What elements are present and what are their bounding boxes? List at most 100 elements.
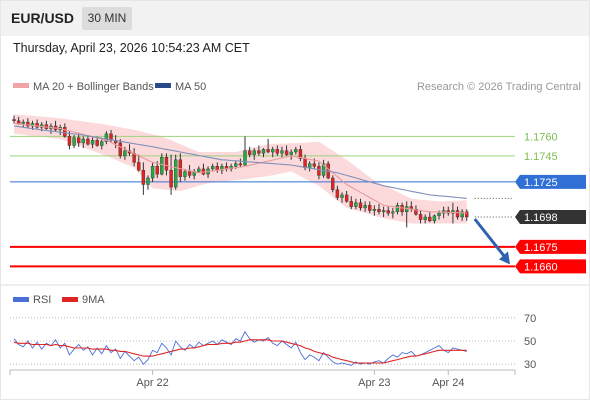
candle-body (238, 163, 243, 166)
candle-body (257, 150, 261, 154)
candle-body (381, 210, 386, 212)
bollinger-layer (14, 114, 467, 224)
candle-body (150, 166, 155, 179)
candle-body (386, 210, 390, 214)
candle (266, 139, 270, 154)
candle-body (395, 205, 400, 213)
candle (451, 202, 455, 224)
resistance-tag: 1.1760 (524, 131, 558, 143)
candle-body (187, 171, 192, 176)
candle (428, 211, 432, 223)
candle-body (26, 121, 30, 127)
rsi-tick-label: 70 (524, 313, 536, 325)
candle (358, 198, 363, 211)
credit-label: Research © 2026 Trading Central (417, 81, 581, 93)
candle-body (284, 150, 289, 155)
candle-body (349, 201, 353, 207)
support-tag: 1.1675 (515, 239, 586, 254)
last-tag-bg (515, 210, 586, 224)
candle-body (307, 163, 312, 168)
candle-body (344, 194, 349, 202)
last-tag: 1.1698 (515, 210, 586, 224)
ma50-legend-label: MA 50 (175, 81, 206, 93)
candle-body (428, 216, 432, 222)
candle (137, 154, 141, 172)
candle-body (354, 202, 358, 207)
candle-body (21, 121, 25, 124)
candle (210, 163, 215, 172)
candle (280, 146, 284, 158)
candle-body (220, 166, 224, 171)
header-bar: EUR/USD 30 MIN (0, 0, 590, 36)
candle-body (155, 166, 159, 175)
rsi-tick-label: 30 (524, 359, 536, 371)
candle-body (16, 120, 21, 124)
candle-body (164, 156, 169, 171)
candle-body (391, 211, 395, 214)
candle-body (252, 150, 256, 155)
candle (335, 185, 340, 201)
candle-body (432, 215, 437, 222)
support-tag-bg (515, 239, 586, 254)
candle-body (465, 211, 469, 218)
candle (141, 162, 146, 195)
support-price-label: 1.1660 (524, 261, 558, 273)
candle (377, 204, 381, 215)
candle (81, 136, 86, 149)
ma50-legend-swatch (155, 83, 171, 88)
candle (63, 123, 67, 138)
candle (150, 162, 155, 182)
candle-body (118, 142, 122, 157)
candle-body (234, 163, 238, 167)
candle-body (340, 194, 344, 198)
candle-body (335, 189, 340, 198)
candle-body (368, 205, 372, 211)
candles-layer (12, 115, 469, 228)
candle-body (312, 163, 316, 167)
candle (423, 214, 427, 224)
candle (271, 146, 275, 158)
moving-average-layer (13, 122, 512, 265)
pivot-tag-bg (515, 174, 586, 189)
candle-body (372, 208, 377, 211)
candle (418, 210, 423, 224)
candle-body (90, 140, 95, 145)
candle (72, 135, 76, 149)
candle-body (243, 150, 247, 166)
datetime-label: Thursday, April 23, 2026 10:54:23 AM CET (13, 41, 250, 55)
candle-body (183, 171, 187, 177)
candle (173, 154, 178, 190)
candle-body (451, 210, 455, 214)
x-axis: Apr 22 Apr 23 Apr 24 (9, 369, 516, 389)
candle-body (146, 177, 150, 185)
candle (344, 191, 349, 203)
candle-body (455, 210, 460, 218)
ma50-line (13, 125, 467, 199)
candle (317, 162, 321, 180)
timeframe-button[interactable]: 30 MIN (82, 7, 132, 30)
candle-body (12, 119, 16, 121)
candle (395, 202, 400, 215)
candle (238, 158, 243, 168)
candle (187, 165, 192, 178)
candle (331, 175, 335, 193)
candle (391, 207, 395, 219)
candle (432, 214, 437, 224)
forecast-arrow-head (499, 251, 510, 265)
candle (164, 153, 169, 176)
candle (275, 145, 280, 156)
candle (386, 206, 390, 216)
candle (414, 205, 418, 216)
candle (104, 131, 109, 145)
candle (21, 119, 25, 128)
candle-body (271, 149, 275, 153)
candle (349, 196, 353, 210)
candle-body (72, 137, 76, 146)
rsi-ma-line (13, 339, 467, 364)
candle (257, 145, 261, 156)
candle (289, 149, 293, 160)
candle (220, 163, 224, 175)
price-tags-layer: 1.1760 1.1745 1.1725 1.1675 1.1660 1.1698 (515, 131, 586, 274)
bb-legend-swatch (13, 83, 29, 88)
